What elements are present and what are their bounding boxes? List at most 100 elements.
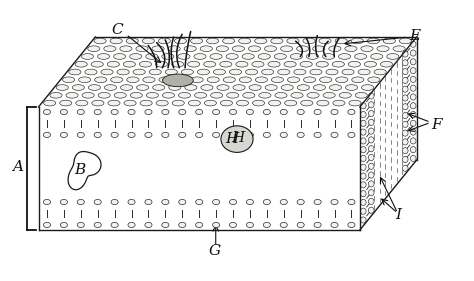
Ellipse shape [258, 54, 270, 59]
Ellipse shape [345, 46, 357, 51]
Ellipse shape [319, 77, 332, 83]
Ellipse shape [402, 130, 408, 136]
Ellipse shape [77, 222, 84, 228]
Ellipse shape [368, 110, 374, 117]
Ellipse shape [120, 85, 133, 90]
Ellipse shape [94, 38, 106, 44]
Ellipse shape [82, 92, 94, 98]
Ellipse shape [123, 61, 136, 67]
Ellipse shape [319, 38, 331, 44]
Ellipse shape [233, 85, 245, 90]
Ellipse shape [207, 77, 219, 83]
Ellipse shape [179, 132, 186, 137]
Ellipse shape [210, 92, 223, 98]
Ellipse shape [402, 77, 408, 83]
Ellipse shape [212, 222, 219, 228]
Ellipse shape [158, 38, 171, 44]
Ellipse shape [284, 61, 296, 67]
Ellipse shape [377, 46, 389, 51]
Ellipse shape [281, 85, 293, 90]
Ellipse shape [107, 61, 119, 67]
Ellipse shape [322, 54, 335, 59]
Ellipse shape [172, 61, 184, 67]
Ellipse shape [229, 222, 237, 228]
Ellipse shape [272, 77, 283, 83]
Ellipse shape [128, 109, 135, 115]
Ellipse shape [368, 93, 374, 99]
Ellipse shape [152, 46, 164, 51]
Ellipse shape [410, 103, 416, 109]
Ellipse shape [246, 222, 254, 228]
Ellipse shape [255, 38, 267, 44]
Ellipse shape [410, 155, 416, 162]
Ellipse shape [360, 103, 366, 109]
Ellipse shape [145, 222, 152, 228]
Ellipse shape [136, 46, 148, 51]
Ellipse shape [360, 217, 366, 223]
Ellipse shape [110, 38, 122, 44]
Ellipse shape [368, 172, 374, 178]
Ellipse shape [145, 109, 152, 115]
Ellipse shape [338, 54, 351, 59]
Ellipse shape [371, 54, 383, 59]
Ellipse shape [303, 38, 315, 44]
Ellipse shape [212, 132, 219, 137]
Ellipse shape [297, 222, 304, 228]
Ellipse shape [316, 61, 328, 67]
Ellipse shape [360, 199, 366, 205]
Ellipse shape [44, 109, 51, 115]
Ellipse shape [301, 100, 313, 106]
Ellipse shape [77, 132, 84, 137]
Ellipse shape [60, 222, 67, 228]
Ellipse shape [162, 132, 169, 137]
Ellipse shape [290, 54, 302, 59]
Ellipse shape [323, 92, 335, 98]
Ellipse shape [95, 77, 107, 83]
Ellipse shape [263, 222, 270, 228]
Ellipse shape [252, 61, 264, 67]
Ellipse shape [142, 38, 155, 44]
Ellipse shape [179, 109, 186, 115]
Ellipse shape [63, 77, 75, 83]
Ellipse shape [329, 46, 341, 51]
Ellipse shape [204, 100, 217, 106]
Ellipse shape [94, 109, 101, 115]
Ellipse shape [197, 69, 210, 75]
Ellipse shape [331, 109, 338, 115]
Text: C: C [112, 23, 123, 37]
Ellipse shape [124, 100, 136, 106]
Ellipse shape [188, 100, 201, 106]
Ellipse shape [163, 92, 174, 98]
Text: H: H [231, 131, 245, 145]
Ellipse shape [287, 38, 299, 44]
Ellipse shape [410, 76, 416, 82]
Ellipse shape [163, 74, 193, 87]
Ellipse shape [188, 61, 200, 67]
Ellipse shape [165, 69, 177, 75]
Ellipse shape [297, 200, 304, 205]
Ellipse shape [246, 200, 254, 205]
Ellipse shape [50, 92, 62, 98]
Ellipse shape [246, 69, 258, 75]
Text: F: F [431, 118, 441, 132]
Ellipse shape [94, 132, 101, 137]
Ellipse shape [271, 38, 283, 44]
Ellipse shape [410, 138, 416, 144]
Ellipse shape [368, 119, 374, 125]
Ellipse shape [194, 54, 206, 59]
Ellipse shape [333, 100, 345, 106]
Ellipse shape [232, 46, 245, 51]
Ellipse shape [210, 54, 222, 59]
Ellipse shape [410, 120, 416, 126]
Ellipse shape [360, 182, 366, 188]
Ellipse shape [317, 100, 329, 106]
Ellipse shape [200, 46, 212, 51]
Ellipse shape [227, 92, 239, 98]
Ellipse shape [410, 50, 416, 56]
Ellipse shape [60, 100, 72, 106]
Ellipse shape [360, 208, 366, 214]
Text: G: G [209, 244, 221, 258]
Ellipse shape [221, 126, 253, 152]
Ellipse shape [155, 61, 168, 67]
Ellipse shape [162, 109, 169, 115]
